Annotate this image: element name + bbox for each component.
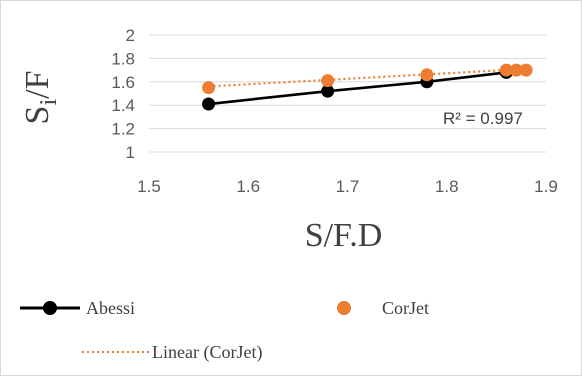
y-axis-title-main: S [19, 106, 56, 125]
y-tick-label: 2 [126, 26, 135, 45]
legend-abessi-marker [43, 301, 57, 315]
corjet-point [509, 63, 523, 77]
abessi-point [202, 97, 216, 111]
x-tick-label: 1.5 [137, 177, 161, 196]
y-axis-title-subscript: i [36, 99, 62, 106]
legend-corjet-marker [337, 301, 351, 315]
x-tick-label: 1.6 [236, 177, 260, 196]
corjet-point [321, 74, 335, 88]
x-tick-label: 1.8 [435, 177, 459, 196]
legend-abessi-label: Abessi [86, 298, 135, 318]
gridlines [149, 34, 546, 153]
tick-labels: 1 1.2 1.4 1.6 1.8 2 1.5 1.6 1.7 1.8 1.9 [111, 26, 557, 196]
x-tick-label: 1.7 [336, 177, 360, 196]
legend-corjet-label: CorJet [382, 298, 429, 318]
corjet-linear-trendline [208, 67, 527, 88]
abessi-point [321, 84, 335, 98]
trendline-layer [208, 67, 527, 88]
y-axis-title-rest: /F [19, 71, 56, 99]
y-tick-label: 1.2 [111, 120, 135, 139]
abessi-series-line [208, 71, 507, 106]
corjet-point [519, 63, 533, 77]
y-tick-label: 1.8 [111, 49, 135, 68]
x-axis-title: S/F.D [305, 217, 383, 254]
y-axis-title: Si/F [19, 71, 62, 125]
legend-trendline-label: Linear (CorJet) [152, 342, 262, 363]
x-tick-label: 1.9 [534, 177, 558, 196]
r-squared-annotation: R² = 0.997 [443, 109, 523, 128]
y-tick-label: 1 [126, 143, 135, 162]
series-layer [202, 63, 533, 111]
y-tick-label: 1.6 [111, 73, 135, 92]
corjet-point [420, 68, 434, 82]
corjet-point [202, 81, 216, 95]
corjet-point [499, 63, 513, 77]
legend: Abessi CorJet Linear (CorJet) [20, 298, 429, 363]
y-tick-label: 1.4 [111, 96, 135, 115]
